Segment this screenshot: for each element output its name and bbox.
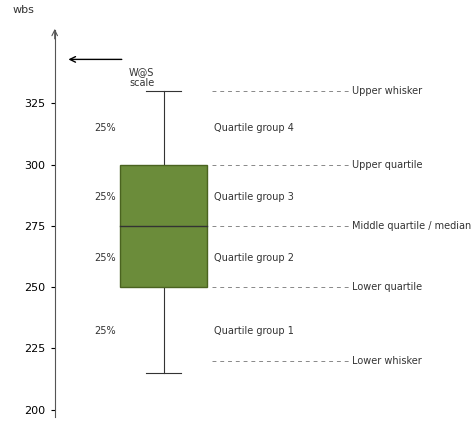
Text: Quartile group 4: Quartile group 4 (214, 123, 294, 133)
Text: W@S
scale: W@S scale (129, 67, 154, 88)
Text: Quartile group 3: Quartile group 3 (214, 192, 294, 201)
Text: Quartile group 1: Quartile group 1 (214, 326, 294, 336)
Text: Lower whisker: Lower whisker (352, 356, 421, 366)
Text: Upper whisker: Upper whisker (352, 86, 422, 96)
Text: 25%: 25% (94, 123, 116, 133)
Text: wbs: wbs (12, 5, 34, 14)
Text: 25%: 25% (94, 192, 116, 201)
Text: Upper quartile: Upper quartile (352, 160, 422, 170)
Bar (120, 165, 208, 287)
Text: 25%: 25% (94, 253, 116, 263)
Text: Lower quartile: Lower quartile (352, 282, 422, 292)
Text: 25%: 25% (94, 326, 116, 336)
Text: Middle quartile / median: Middle quartile / median (352, 221, 471, 231)
Text: Quartile group 2: Quartile group 2 (214, 253, 294, 263)
